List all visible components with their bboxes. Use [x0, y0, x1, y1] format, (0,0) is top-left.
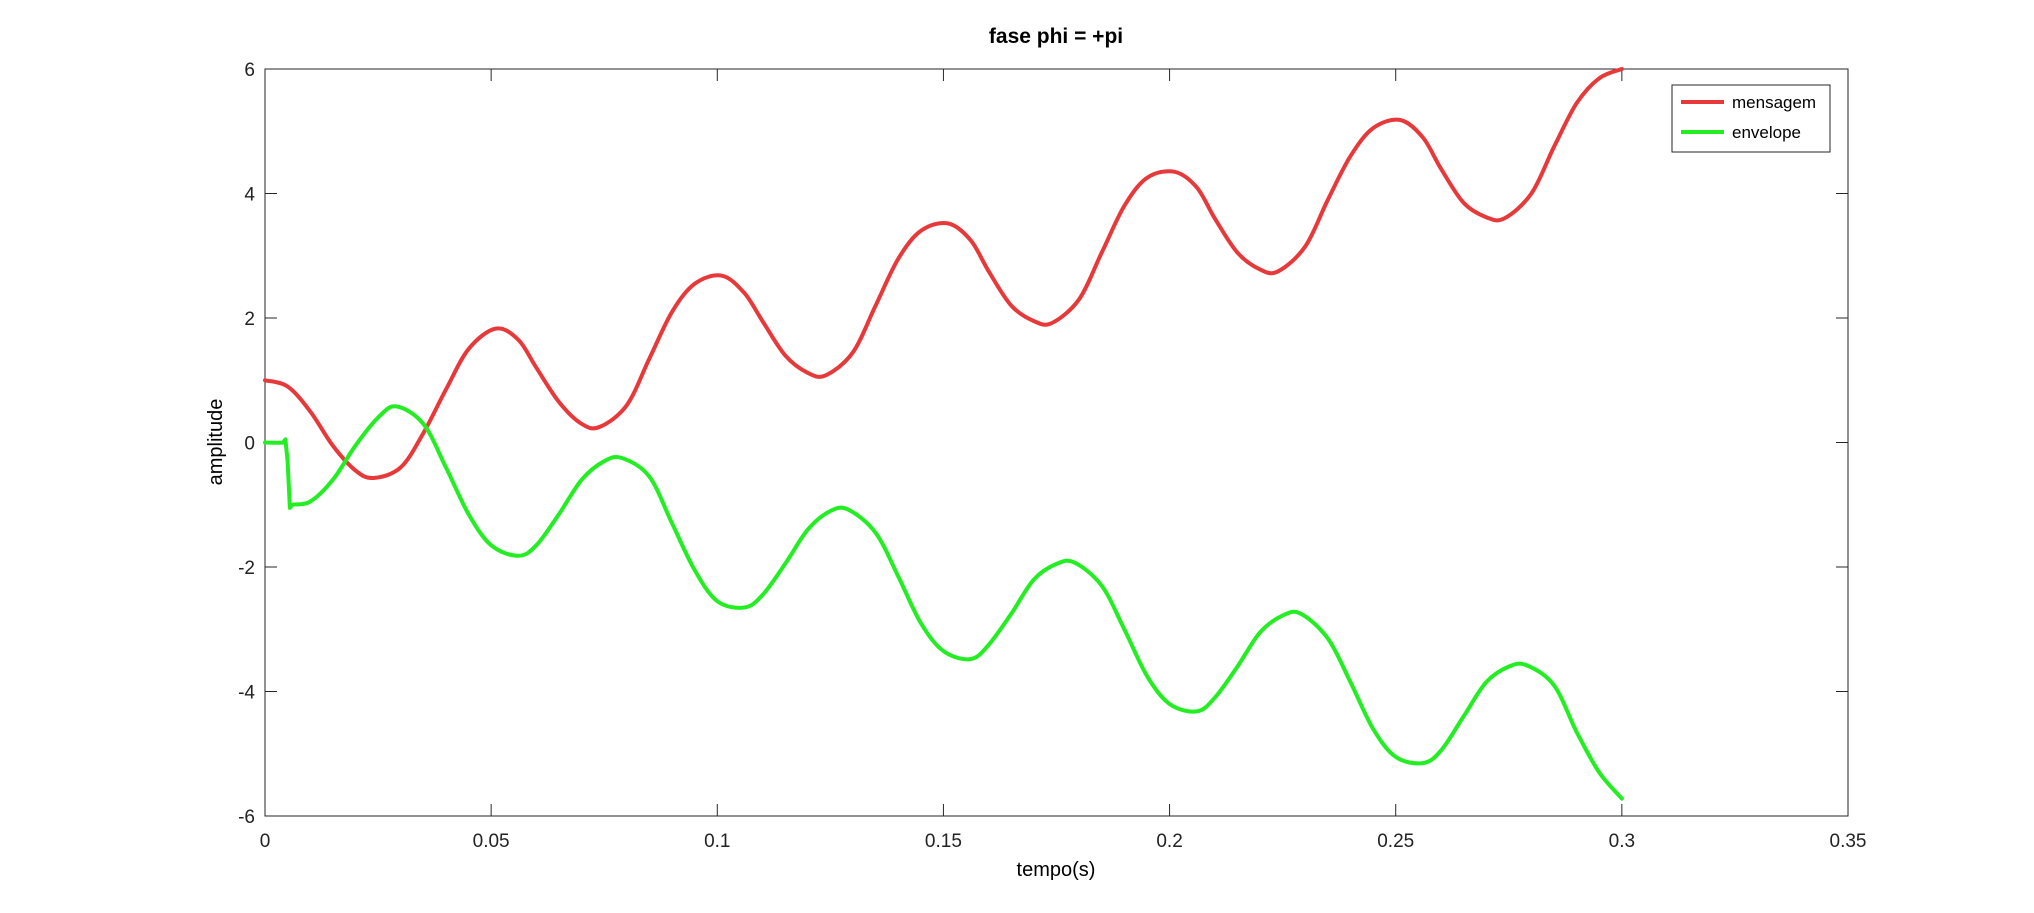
legend: mensagem envelope	[1671, 84, 1831, 153]
x-tick-label: 0	[260, 831, 271, 852]
x-tick-label: 0.3	[1609, 831, 1635, 852]
x-tick-label: 0.2	[1156, 831, 1182, 852]
y-tick-label: 2	[244, 309, 255, 330]
series-line-mensagem	[263, 67, 1624, 481]
x-tick-label: 0.1	[704, 831, 730, 852]
y-axis-label: amplitude	[205, 399, 227, 486]
x-tick-label: 0.05	[473, 831, 510, 852]
legend-label-mensagem: mensagem	[1732, 93, 1816, 112]
legend-label-envelope: envelope	[1732, 123, 1801, 142]
x-tick-label: 0.15	[925, 831, 962, 852]
y-tick-label: 0	[244, 434, 255, 455]
chart-title: fase phi = +pi	[989, 25, 1123, 48]
x-axis-label: tempo(s)	[1017, 859, 1096, 881]
plot-frame	[264, 68, 1849, 817]
series-layer	[263, 67, 1624, 801]
y-tick-label: 6	[244, 60, 255, 81]
y-tick-label: -6	[238, 807, 255, 828]
series-line-envelope	[263, 404, 1624, 801]
y-tick-label: -4	[238, 683, 255, 704]
y-tick-label: 4	[244, 185, 255, 206]
x-tick-label: 0.25	[1377, 831, 1414, 852]
x-tick-label: 0.35	[1830, 831, 1867, 852]
y-tick-label: -2	[238, 558, 255, 579]
axis-ticks: 0 0.05 0.1 0.15 0.2 0.25 0.3 0.35 -6 -4 -2 0 2 4 6	[238, 60, 1866, 852]
legend-box	[1671, 84, 1831, 153]
